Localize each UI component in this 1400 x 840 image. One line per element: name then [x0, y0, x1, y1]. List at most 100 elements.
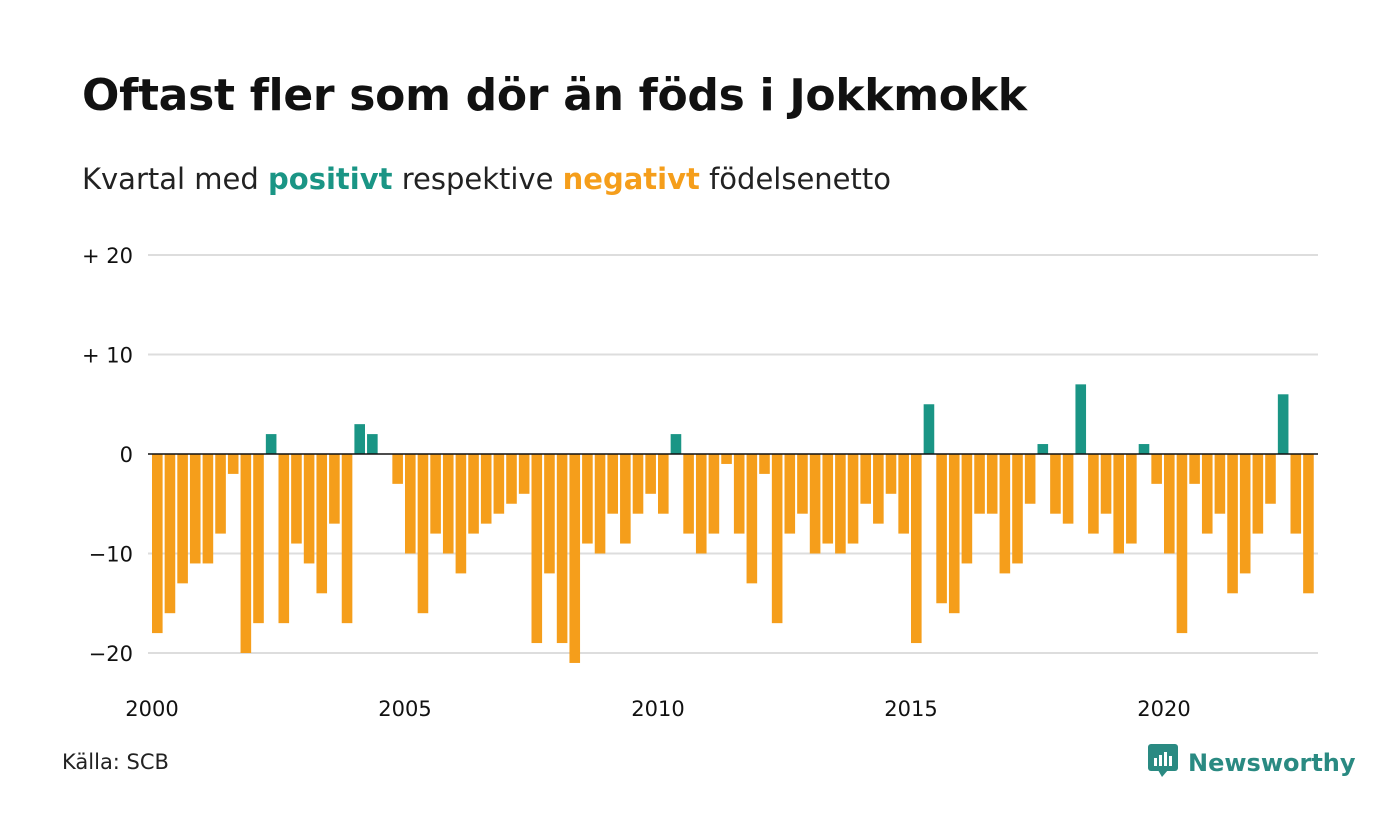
bar-negative: [455, 454, 467, 574]
bar-negative: [227, 454, 239, 474]
bar-negative: [1050, 454, 1061, 514]
bar-negative: [999, 454, 1011, 574]
bar-positive: [1138, 444, 1150, 454]
bar-negative: [632, 454, 644, 514]
bar-positive: [670, 434, 682, 454]
subtitle-prefix: Kvartal med: [82, 162, 259, 196]
x-tick-label: 2000: [125, 697, 178, 721]
bar-negative: [582, 454, 593, 544]
bar-negative: [1113, 454, 1124, 554]
bar-negative: [860, 454, 871, 504]
bar-negative: [961, 454, 973, 564]
y-tick-label: −20: [89, 642, 133, 666]
axes: + 20 + 10 0 −10 −20 2000 2005 2010 2015 2020: [82, 244, 1318, 721]
bar-negative: [1290, 454, 1302, 534]
subtitle-suffix: födelsenetto: [709, 162, 891, 196]
chart-subtitle: Kvartal med positivt respektive negativt…: [82, 162, 891, 196]
bars: [152, 384, 1314, 663]
bar-negative: [771, 454, 783, 624]
bar-negative: [733, 454, 745, 534]
bar-negative: [898, 454, 909, 534]
bar-positive: [367, 434, 378, 454]
bar-negative: [493, 454, 505, 514]
bar-negative: [202, 454, 214, 564]
y-tick-label: + 10: [82, 344, 133, 368]
source-note: Källa: SCB: [62, 750, 169, 774]
bar-negative: [569, 454, 581, 663]
bar-positive: [923, 404, 935, 454]
bar-negative: [518, 454, 530, 494]
bar-negative: [1214, 454, 1226, 514]
bar-negative: [797, 454, 808, 514]
bar-negative: [835, 454, 846, 554]
bar-negative: [645, 454, 656, 494]
bar-negative: [1265, 454, 1276, 504]
bar-negative: [974, 454, 985, 514]
bar-negative: [607, 454, 618, 514]
bar-negative: [177, 454, 188, 584]
bar-negative: [594, 454, 606, 554]
bar-negative: [405, 454, 416, 554]
x-tick-label: 2005: [378, 697, 431, 721]
bar-positive: [1037, 444, 1049, 454]
y-tick-label: + 20: [82, 244, 133, 268]
bar-positive: [265, 434, 277, 454]
subtitle-middle: respektive: [401, 162, 554, 196]
bar-negative: [164, 454, 176, 614]
bar-negative: [620, 454, 631, 544]
bar-negative: [1062, 454, 1074, 524]
bar-negative: [658, 454, 669, 514]
newsworthy-logo-icon: [1148, 744, 1178, 782]
bar-negative: [948, 454, 960, 614]
bar-negative: [784, 454, 796, 534]
bar-negative: [885, 454, 897, 494]
bar-negative: [430, 454, 441, 534]
bar-negative: [1239, 454, 1251, 574]
bar-negative: [544, 454, 555, 574]
bar-negative: [746, 454, 758, 584]
newsworthy-logo[interactable]: Newsworthy: [1148, 744, 1356, 782]
bar-negative: [695, 454, 707, 554]
bar-negative: [847, 454, 859, 544]
bar-negative: [556, 454, 568, 644]
bar-negative: [215, 454, 226, 534]
bar-negative: [278, 454, 290, 624]
bar-negative: [152, 454, 163, 634]
bar-negative: [1126, 454, 1137, 544]
bar-negative: [240, 454, 252, 653]
bar-negative: [480, 454, 492, 524]
bar-negative: [809, 454, 821, 554]
bar-negative: [468, 454, 479, 534]
bar-negative: [531, 454, 543, 644]
bar-negative: [1227, 454, 1238, 594]
bar-negative: [822, 454, 834, 544]
bar-negative: [1303, 454, 1314, 594]
subtitle-negative-word: negativt: [562, 162, 700, 196]
bar-negative: [417, 454, 429, 614]
x-tick-label: 2010: [631, 697, 684, 721]
bar-negative: [506, 454, 517, 504]
bar-negative: [1176, 454, 1188, 634]
bar-negative: [1189, 454, 1200, 484]
x-tick-label: 2020: [1137, 697, 1190, 721]
bar-negative: [1151, 454, 1162, 484]
y-tick-label: 0: [120, 443, 133, 467]
bar-negative: [911, 454, 922, 644]
bar-negative: [708, 454, 720, 534]
bar-negative: [759, 454, 770, 474]
bar-negative: [986, 454, 998, 514]
bar-positive: [1075, 384, 1087, 454]
bar-negative: [392, 454, 403, 484]
bar-negative: [1024, 454, 1036, 504]
bar-negative: [683, 454, 694, 534]
bar-negative: [873, 454, 884, 524]
y-tick-label: −10: [89, 543, 133, 567]
bar-negative: [721, 454, 732, 464]
bar-negative: [1252, 454, 1264, 534]
subtitle-positive-word: positivt: [268, 162, 393, 196]
bar-negative: [341, 454, 353, 624]
bar-negative: [303, 454, 315, 564]
bar-negative: [1012, 454, 1023, 564]
chart-title: Oftast fler som dör än föds i Jokkmokk: [82, 70, 1027, 121]
